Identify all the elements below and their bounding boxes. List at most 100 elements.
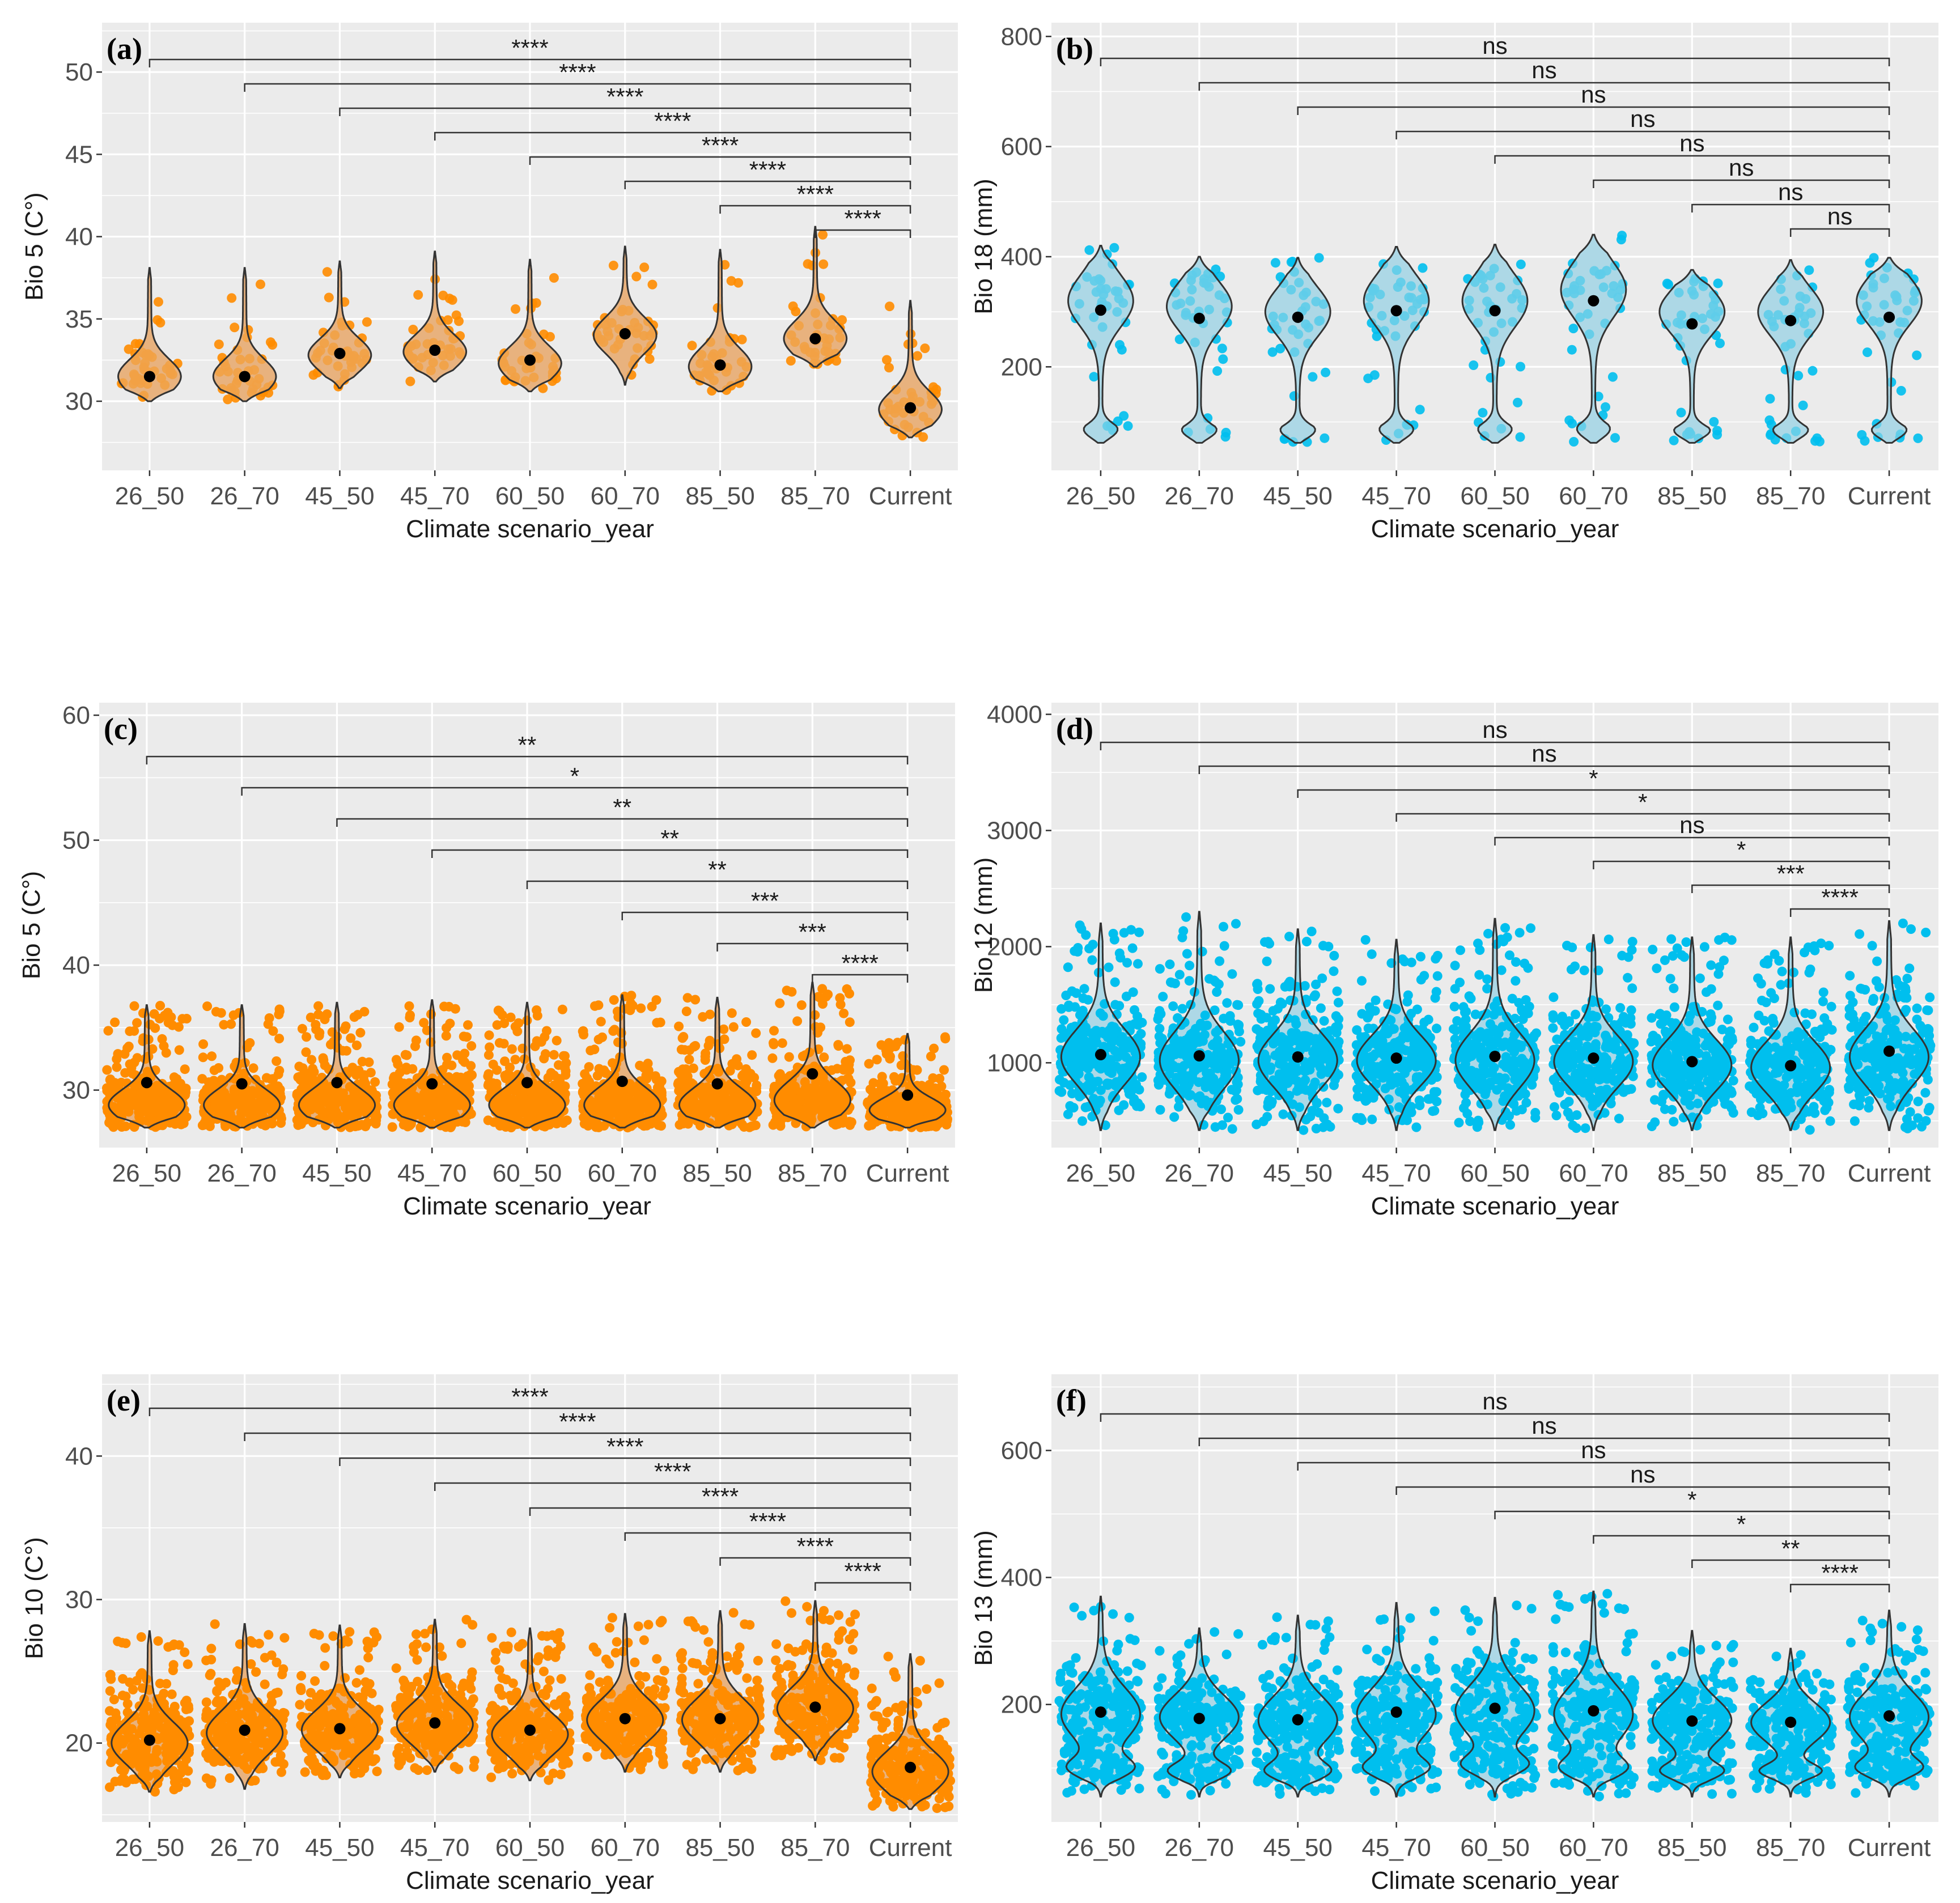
data-point (1603, 1013, 1614, 1023)
data-point (1130, 1079, 1140, 1089)
data-point (833, 1040, 843, 1050)
data-point (295, 1074, 306, 1085)
data-point (275, 1089, 285, 1099)
data-point (1428, 1093, 1438, 1103)
x-tick-label: 85_50 (682, 1159, 752, 1187)
violin-outline (307, 260, 372, 389)
data-point (790, 1081, 800, 1091)
data-point (631, 1108, 641, 1118)
data-point (875, 1087, 885, 1097)
data-point (1500, 923, 1510, 933)
data-point (1063, 962, 1073, 972)
mean-point (1588, 1052, 1600, 1064)
data-point (1474, 1030, 1484, 1040)
data-point (428, 1095, 438, 1106)
data-point (700, 1055, 710, 1065)
mean-point (1193, 1050, 1205, 1062)
data-point (1505, 1120, 1515, 1130)
violin-outline (1856, 257, 1923, 444)
x-tick-label: 26_50 (112, 1159, 181, 1187)
violin-overlay (118, 267, 181, 401)
data-point (1079, 984, 1089, 994)
jitter-points (387, 1001, 477, 1133)
data-point (694, 1103, 705, 1113)
data-point (1231, 919, 1241, 929)
data-point (1252, 999, 1262, 1009)
mean-point (429, 344, 441, 356)
data-point (1406, 957, 1416, 967)
data-point (1223, 1112, 1233, 1123)
data-point (687, 341, 697, 351)
y-tick-label: 3000 (987, 817, 1042, 844)
mean-point (426, 1078, 438, 1090)
data-point (1798, 400, 1808, 410)
data-point (1221, 427, 1231, 437)
mean-point (524, 354, 536, 366)
data-point (1623, 952, 1634, 962)
data-point (256, 279, 265, 290)
x-tick-label: 60_70 (1559, 482, 1628, 510)
data-point (741, 1017, 752, 1027)
x-tick-label: Current (866, 1159, 949, 1187)
data-point (483, 1050, 494, 1060)
data-point (450, 1004, 460, 1014)
comparison-bracket (1789, 228, 1890, 237)
data-point (1104, 962, 1114, 972)
data-point (727, 1008, 737, 1018)
data-point (1114, 1105, 1124, 1115)
data-point (609, 1105, 620, 1115)
data-point (1579, 965, 1589, 975)
data-point (366, 1095, 376, 1105)
data-point (440, 1111, 449, 1122)
data-point (1095, 1008, 1105, 1018)
data-point (1304, 1032, 1314, 1042)
data-point (1117, 345, 1127, 355)
panel-label: (b) (1056, 32, 1093, 66)
comparison-bracket (1297, 106, 1890, 115)
data-point (1613, 1058, 1623, 1068)
mean-point (619, 328, 631, 339)
data-point (220, 1121, 231, 1131)
jitter-points (292, 1001, 382, 1132)
data-point (299, 1102, 309, 1112)
data-point (1286, 257, 1296, 267)
data-point (1223, 1051, 1233, 1061)
data-point (608, 1026, 618, 1036)
violin-outline (108, 1004, 186, 1129)
data-point (178, 1116, 188, 1127)
data-point (1283, 979, 1293, 989)
data-point (1057, 1004, 1067, 1014)
panel-label: (c) (104, 712, 138, 746)
violin-overlay (879, 300, 942, 437)
data-point (1516, 260, 1526, 269)
x-tick-label: Current (1848, 1159, 1931, 1187)
data-point (1712, 430, 1722, 440)
data-point (521, 1102, 532, 1112)
data-point (1109, 243, 1119, 253)
data-point (419, 1018, 429, 1028)
data-point (1548, 1023, 1558, 1033)
data-point (1610, 433, 1620, 443)
data-point (1211, 1027, 1221, 1038)
data-point (1064, 1044, 1074, 1054)
data-point (1368, 1093, 1378, 1103)
data-point (803, 259, 813, 269)
mean-point (1292, 311, 1304, 323)
x-tick-label: 60_50 (493, 1159, 562, 1187)
data-point (1119, 411, 1129, 421)
data-point (705, 1035, 715, 1046)
mean-point (521, 1077, 533, 1089)
data-point (506, 1012, 516, 1022)
data-point (1360, 935, 1371, 945)
data-point (1567, 942, 1577, 953)
data-point (454, 316, 464, 326)
mean-point (236, 1078, 248, 1090)
data-point (819, 1102, 829, 1112)
data-point (227, 293, 237, 303)
data-point (1896, 386, 1906, 396)
data-point (1270, 1015, 1280, 1025)
data-point (1079, 1055, 1089, 1065)
data-point (1713, 278, 1723, 288)
data-point (1765, 394, 1775, 404)
